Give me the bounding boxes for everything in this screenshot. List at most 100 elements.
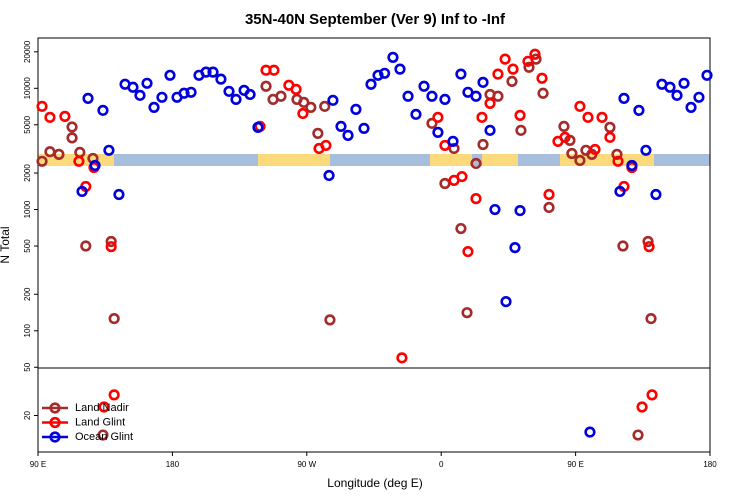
point (685, 101, 697, 113)
point (612, 155, 624, 167)
point (646, 389, 658, 401)
y-tick-label: 50 (23, 362, 32, 371)
point (499, 53, 511, 65)
point (108, 389, 120, 401)
series (36, 53, 657, 441)
point (402, 90, 414, 102)
legend-marker (49, 402, 61, 414)
point (507, 63, 519, 75)
point (543, 188, 555, 201)
point (455, 222, 467, 235)
point (275, 90, 287, 102)
point (66, 121, 78, 133)
point (701, 69, 713, 81)
point (489, 203, 501, 216)
point (589, 143, 601, 156)
point (432, 111, 444, 123)
point (506, 75, 518, 88)
point (584, 426, 596, 438)
series (36, 48, 658, 413)
point (103, 144, 115, 156)
point (290, 83, 302, 95)
point (260, 80, 272, 92)
point (66, 132, 78, 144)
legend-label: Land Glint (75, 416, 125, 428)
y-tick-label: 2000 (23, 164, 32, 182)
x-tick-label: 180 (166, 460, 180, 469)
point (365, 78, 377, 90)
legend-marker (49, 431, 61, 443)
point (312, 127, 324, 139)
point (558, 120, 570, 133)
point (207, 66, 219, 78)
point (642, 235, 654, 248)
legend-label: Land Nadir (75, 402, 129, 414)
point (36, 155, 48, 167)
point (305, 101, 317, 113)
point (82, 92, 94, 104)
point (470, 193, 482, 205)
y-tick-label: 20 (23, 411, 32, 420)
x-tick-label: 180 (703, 460, 717, 469)
point (426, 117, 438, 129)
point (626, 159, 638, 172)
y-tick-label: 1000 (23, 200, 32, 218)
point (678, 77, 690, 89)
point (105, 235, 117, 248)
y-axis-label: N Total (0, 226, 12, 263)
point (582, 111, 594, 123)
point (156, 91, 168, 103)
point (456, 170, 468, 183)
point (324, 314, 336, 326)
point (350, 103, 362, 115)
point (97, 104, 109, 116)
point (566, 147, 578, 160)
point (671, 89, 683, 101)
point (379, 67, 391, 79)
point (44, 146, 56, 158)
point (484, 97, 496, 109)
y-tick-label: 5000 (23, 115, 32, 133)
point (632, 429, 644, 441)
point (574, 100, 586, 112)
x-tick-label: 90 W (297, 460, 316, 469)
point (108, 313, 120, 325)
y-tick-label: 200 (23, 287, 32, 301)
point (611, 148, 623, 160)
point (80, 240, 92, 252)
point (664, 81, 676, 93)
point (387, 51, 399, 63)
point (650, 188, 662, 201)
point (529, 48, 541, 60)
point (536, 72, 548, 84)
point (604, 121, 616, 133)
x-axis-label: Longitude (deg E) (327, 476, 422, 490)
point (394, 63, 406, 75)
point (426, 90, 438, 102)
point (514, 109, 526, 121)
point (439, 93, 451, 106)
point (105, 241, 117, 253)
point (492, 90, 504, 102)
point (476, 111, 488, 123)
point (44, 111, 56, 123)
point (462, 245, 474, 258)
point (320, 139, 332, 152)
y-tick-label: 20000 (23, 40, 32, 63)
point (633, 104, 645, 116)
point (439, 177, 451, 190)
point (134, 89, 146, 101)
point (323, 169, 335, 182)
point (537, 87, 549, 99)
y-tick-label: 100 (23, 324, 32, 338)
point (523, 61, 535, 73)
point (455, 68, 467, 80)
point (514, 205, 526, 217)
point (477, 76, 489, 88)
point (98, 401, 110, 413)
point (410, 108, 422, 120)
point (335, 120, 347, 133)
point (432, 126, 444, 138)
point (252, 121, 264, 133)
